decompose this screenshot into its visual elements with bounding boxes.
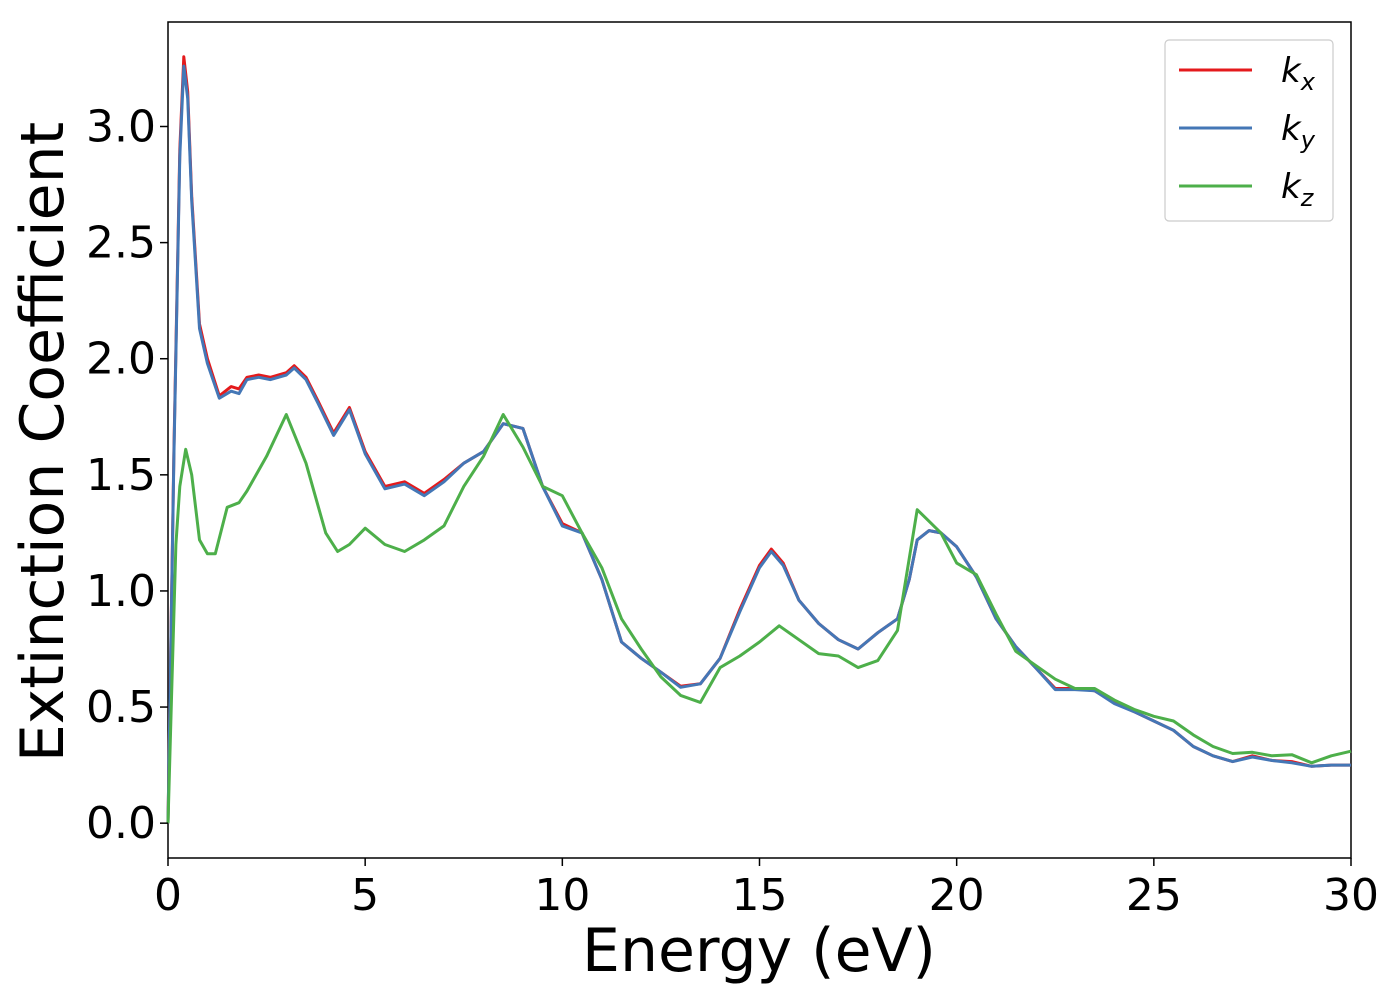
series-line-z [166, 413, 1352, 824]
legend-label-z: kz [1281, 167, 1315, 212]
legend: kx ky kz [1164, 39, 1334, 222]
y-tick-label: 1.0 [86, 566, 156, 617]
x-tick-label: 20 [929, 870, 985, 921]
y-tick-label: 0.0 [86, 798, 156, 849]
y-tick-label: 2.0 [86, 334, 156, 385]
legend-label-x: kx [1281, 51, 1316, 96]
y-tick-label: 1.5 [86, 450, 156, 501]
plot-area [167, 21, 1352, 859]
x-tick-label: 5 [351, 870, 379, 921]
x-tick-label: 25 [1126, 870, 1182, 921]
legend-box [1164, 39, 1334, 222]
x-tick-label: 30 [1323, 870, 1379, 921]
y-tick-label: 2.5 [86, 218, 156, 269]
x-axis-label: Energy (eV) [582, 916, 936, 986]
legend-label-y: ky [1281, 109, 1316, 154]
axis-ticks: 0 5 10 15 20 25 30 0.0 0.5 1.0 1.5 2.0 2.5 3.0 [86, 102, 1379, 922]
x-tick-label: 0 [154, 870, 182, 921]
y-axis-label: Extinction Coefficient [8, 122, 78, 762]
series-line-y [166, 64, 1351, 824]
y-tick-label: 0.5 [86, 682, 156, 733]
x-tick-label: 10 [534, 870, 590, 921]
x-tick-label: 15 [732, 870, 788, 921]
series-lines [166, 55, 1352, 824]
y-tick-label: 3.0 [86, 102, 156, 153]
